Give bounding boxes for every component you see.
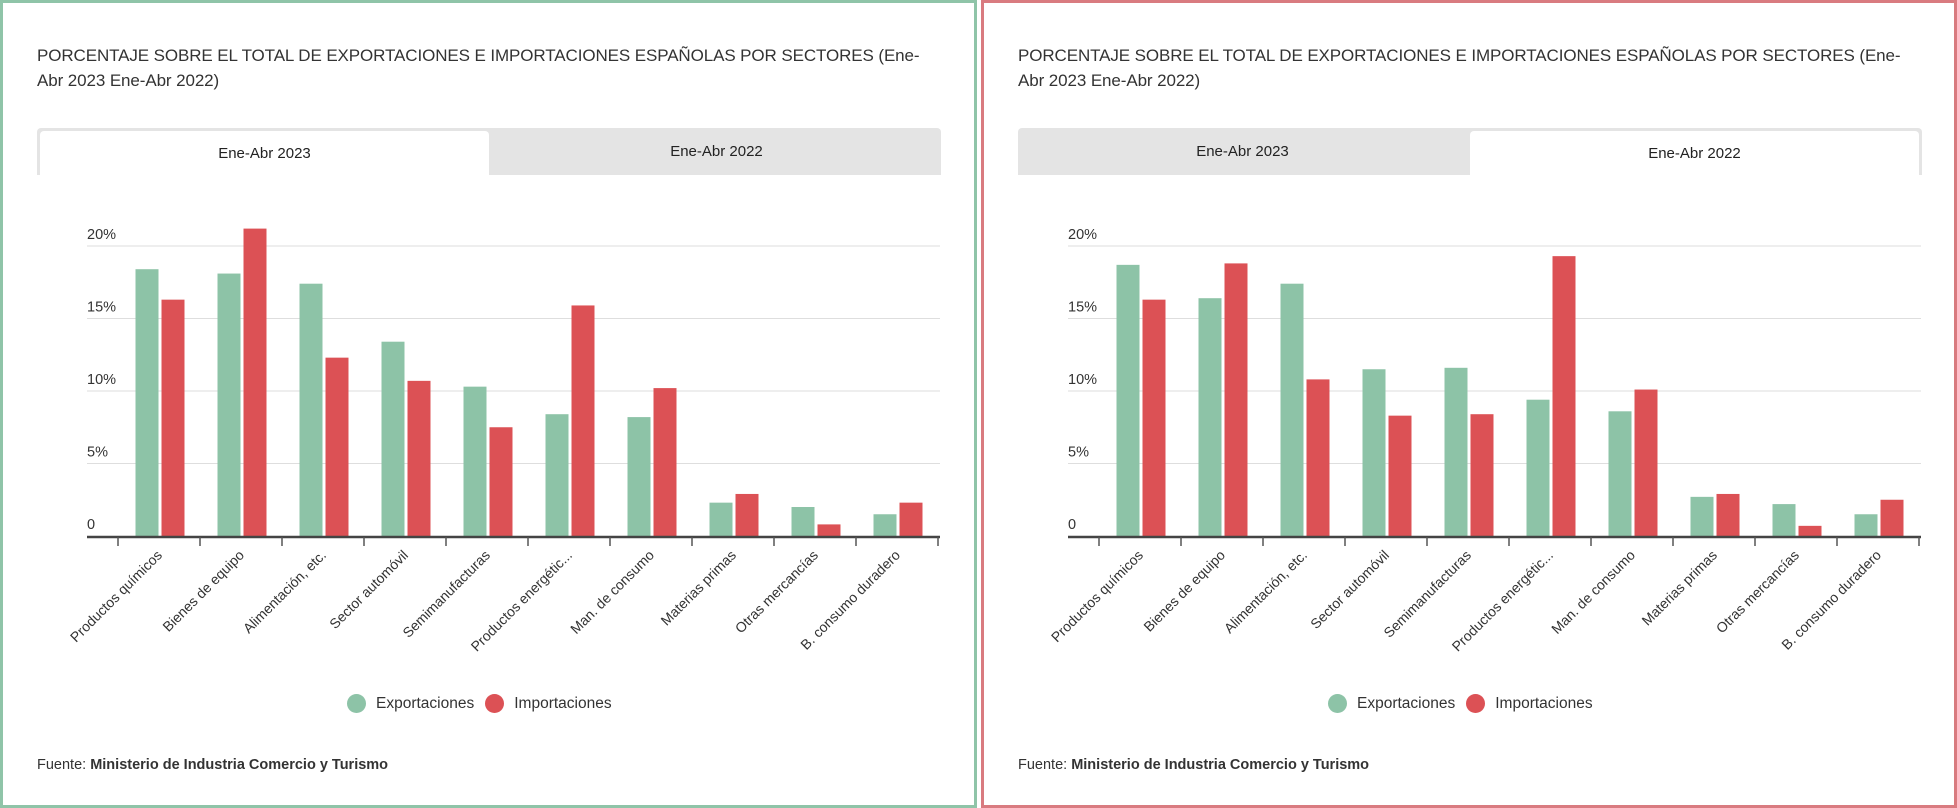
bar-exportaciones-0[interactable] [1116,264,1140,536]
tab-ene-abr-2023[interactable]: Ene-Abr 2023 [40,131,489,175]
legend-item-importaciones[interactable]: Importaciones [1466,694,1593,713]
x-category-label: Bienes de equipo [159,547,247,635]
x-category-label: Man. de consumo [1548,547,1638,637]
bar-exportaciones-1[interactable] [217,273,241,536]
bar-exportaciones-6[interactable] [1608,411,1632,536]
bar-exportaciones-4[interactable] [463,386,487,536]
x-category-label: Otras mercancías [1713,547,1802,636]
legend-item-exportaciones[interactable]: Exportaciones [1328,694,1455,713]
importaciones-swatch-icon [1466,694,1486,713]
bar-importaciones-7[interactable] [735,493,759,536]
y-tick-label: 0 [87,517,95,533]
y-tick-label: 5% [87,445,108,461]
x-category-label: Semimanufacturas [399,547,493,641]
bar-importaciones-2[interactable] [1306,379,1330,536]
y-tick-label: 15% [87,300,116,316]
x-category-label: Otras mercancías [732,547,821,636]
bar-importaciones-7[interactable] [1716,493,1740,536]
source-prefix: Fuente: [37,757,87,773]
bar-importaciones-3[interactable] [1388,415,1412,536]
bar-importaciones-9[interactable] [1880,499,1904,536]
bar-importaciones-6[interactable] [653,388,677,536]
x-category-label: Productos químicos [1048,547,1146,645]
y-tick-label: 15% [1068,300,1097,316]
exportaciones-swatch-icon [347,694,366,713]
x-category-label: Man. de consumo [567,547,657,637]
y-tick-label: 10% [1068,372,1097,388]
chart-legend: Exportaciones Importaciones [1328,694,1604,713]
x-category-label: Materias primas [1638,547,1720,629]
bar-exportaciones-7[interactable] [709,502,733,536]
bar-importaciones-1[interactable] [243,228,267,536]
source-footer: Fuente: Ministerio de Industria Comercio… [1018,757,1369,773]
bar-importaciones-0[interactable] [161,299,185,536]
chart-panel-2022: PORCENTAJE SOBRE EL TOTAL DE EXPORTACION… [981,0,1957,808]
y-tick-label: 0 [1068,517,1076,533]
bar-exportaciones-4[interactable] [1444,367,1468,536]
bar-exportaciones-8[interactable] [791,507,815,536]
legend-label: Importaciones [514,694,612,712]
source-name: Ministerio de Industria Comercio y Turis… [1071,757,1370,773]
source-prefix: Fuente: [1018,757,1068,773]
bar-exportaciones-7[interactable] [1690,496,1714,536]
period-tabs: Ene-Abr 2023 Ene-Abr 2022 [1018,128,1922,175]
importaciones-swatch-icon [485,694,505,713]
bar-importaciones-8[interactable] [817,524,841,536]
legend-label: Exportaciones [1357,694,1456,712]
x-category-label: Bienes de equipo [1140,547,1228,635]
bar-importaciones-3[interactable] [407,380,431,536]
x-category-label: Sector automóvil [326,547,411,632]
bar-exportaciones-9[interactable] [1854,514,1878,536]
bar-importaciones-6[interactable] [1634,389,1658,536]
bar-exportaciones-8[interactable] [1772,504,1796,536]
bar-importaciones-0[interactable] [1142,299,1166,536]
bar-importaciones-5[interactable] [571,305,595,536]
x-category-label: Alimentación, etc. [1221,547,1310,636]
bar-importaciones-5[interactable] [1552,256,1576,536]
tab-ene-abr-2022[interactable]: Ene-Abr 2022 [1470,131,1919,175]
x-category-label: Sector automóvil [1307,547,1392,632]
chart-legend: Exportaciones Importaciones [347,694,623,713]
bar-exportaciones-6[interactable] [627,417,651,536]
legend-label: Importaciones [1495,694,1593,712]
y-tick-label: 20% [87,227,116,243]
x-category-label: Productos químicos [67,547,165,645]
bar-importaciones-1[interactable] [1224,263,1248,536]
bar-importaciones-9[interactable] [899,502,923,536]
period-tabs: Ene-Abr 2023 Ene-Abr 2022 [37,128,941,175]
legend-item-importaciones[interactable]: Importaciones [485,694,612,713]
bar-exportaciones-5[interactable] [545,414,569,536]
x-category-label: Alimentación, etc. [240,547,329,636]
legend-label: Exportaciones [376,694,475,712]
legend-item-exportaciones[interactable]: Exportaciones [347,694,474,713]
y-tick-label: 5% [1068,445,1089,461]
chart-title: PORCENTAJE SOBRE EL TOTAL DE EXPORTACION… [37,46,920,90]
tab-ene-abr-2023[interactable]: Ene-Abr 2023 [1196,143,1289,160]
bar-exportaciones-2[interactable] [299,283,323,536]
source-name: Ministerio de Industria Comercio y Turis… [90,757,389,773]
chart-title: PORCENTAJE SOBRE EL TOTAL DE EXPORTACION… [1018,46,1901,90]
bar-importaciones-4[interactable] [1470,414,1494,536]
bar-exportaciones-3[interactable] [381,341,405,536]
x-category-label: Materias primas [657,547,739,629]
exportaciones-swatch-icon [1328,694,1347,713]
bar-exportaciones-1[interactable] [1198,298,1222,536]
bar-exportaciones-9[interactable] [873,514,897,536]
bar-exportaciones-0[interactable] [135,269,159,536]
bar-importaciones-4[interactable] [489,427,513,536]
x-category-label: Semimanufacturas [1380,547,1474,641]
bar-importaciones-2[interactable] [325,357,349,536]
bar-exportaciones-5[interactable] [1526,399,1550,536]
bar-exportaciones-3[interactable] [1362,369,1386,536]
bar-exportaciones-2[interactable] [1280,283,1304,536]
source-footer: Fuente: Ministerio de Industria Comercio… [37,757,388,773]
chart-panel-2023: PORCENTAJE SOBRE EL TOTAL DE EXPORTACION… [0,0,977,808]
y-tick-label: 10% [87,372,116,388]
tab-ene-abr-2022[interactable]: Ene-Abr 2022 [670,143,763,160]
y-tick-label: 20% [1068,227,1097,243]
bar-importaciones-8[interactable] [1798,525,1822,536]
